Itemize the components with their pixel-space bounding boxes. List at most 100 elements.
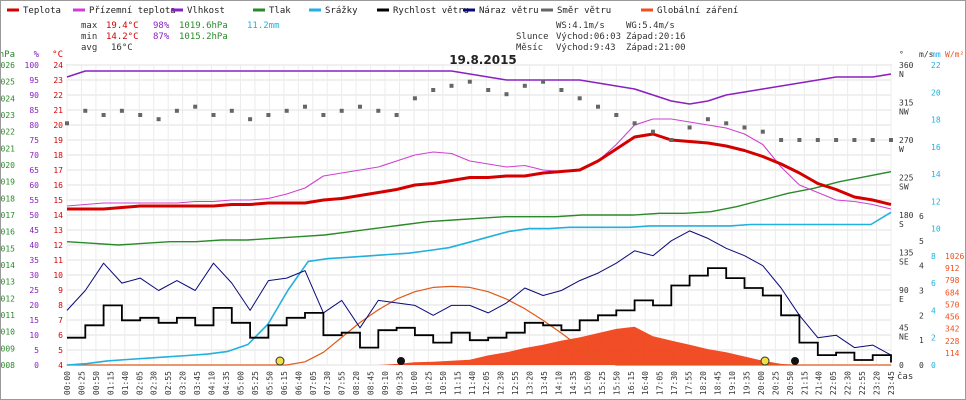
- sunrise-marker: [275, 356, 285, 366]
- x-tick-label: 12:30: [497, 371, 506, 395]
- left-axis-tick: 1013: [1, 278, 15, 287]
- left-axis-tick: 24: [53, 61, 63, 70]
- left-axis-tick: 12: [53, 241, 63, 250]
- x-tick-label: 19:35: [742, 371, 751, 395]
- x-tick-label: 23:45: [887, 371, 896, 395]
- right-axis-tick: 14: [931, 170, 941, 179]
- wind-dir-point: [870, 138, 875, 142]
- stats-max-hum: 98%: [153, 21, 170, 31]
- wind-dir-point: [651, 129, 655, 134]
- left-axis-tick: 1019: [1, 178, 15, 187]
- x-tick-label: 20:00: [757, 371, 766, 395]
- x-tick-label: 16:40: [641, 371, 650, 395]
- left-axis-tick: 20: [53, 121, 63, 130]
- left-axis-tick: 95: [29, 76, 39, 85]
- x-tick-label: 17:30: [670, 371, 679, 395]
- left-axis-tick: 19: [53, 136, 63, 145]
- left-axis-unit: hPa: [1, 50, 15, 60]
- wind-dir-point: [467, 79, 472, 84]
- left-axis-tick: 1026: [1, 61, 15, 70]
- right-axis-tick: 342: [945, 325, 960, 334]
- left-axis-tick: 0: [34, 361, 39, 370]
- left-axis-tick: 30: [29, 271, 39, 280]
- wind-dir-point: [852, 138, 857, 142]
- x-tick-label: 05:25: [251, 371, 260, 395]
- wind-dir-point: [522, 83, 527, 88]
- left-axis-tick: 1025: [1, 78, 15, 87]
- wind-dir-point: [486, 88, 491, 92]
- left-axis-tick: 65: [29, 166, 39, 175]
- wind-dir-point: [284, 108, 289, 113]
- left-axis-tick: 1021: [1, 144, 15, 153]
- x-tick-label: 11:40: [468, 371, 477, 395]
- wind-dir-point: [229, 108, 234, 113]
- x-axis-ticks: 00:00 00:25 00:50 01:15 01:40 02:05 02:30 02:55…: [63, 371, 896, 395]
- left-axis-tick: 35: [29, 256, 39, 265]
- left-axis-tick: 6: [58, 331, 63, 340]
- legend-label: Směr větru: [557, 6, 611, 16]
- right-axis-tick: 8: [931, 252, 936, 261]
- stats-max-rain: 11.2mm: [247, 21, 280, 31]
- info-moon-set: Západ:21:00: [626, 43, 686, 53]
- x-tick-label: 07:55: [338, 371, 347, 395]
- stats-min-label: min: [81, 32, 97, 42]
- wind-dir-point: [358, 104, 362, 109]
- x-tick-label: 04:10: [208, 371, 217, 395]
- wind-gust-line: [66, 230, 892, 356]
- stats-max-press: 1019.6hPa: [179, 21, 228, 31]
- right-axis-tick: 456: [945, 313, 960, 322]
- left-axis-tick: 1011: [1, 311, 15, 320]
- left-axis-tick: 75: [29, 136, 39, 145]
- right-axis-tick: 684: [945, 288, 960, 297]
- wind-dir-point: [577, 96, 582, 101]
- left-axis-tick: 60: [29, 181, 39, 190]
- right-axis-tick: 16: [931, 143, 941, 152]
- x-tick-label: 21:40: [815, 371, 824, 395]
- right-axis-tick: 4: [919, 262, 924, 271]
- sunset-marker: [760, 356, 770, 366]
- wind-dir-point: [504, 92, 509, 97]
- left-axis-tick: 4: [58, 361, 63, 370]
- info-moon-rise: Východ:9:43: [556, 43, 616, 53]
- x-tick-label: 15:50: [612, 371, 621, 395]
- wind-dir-point: [889, 138, 893, 142]
- left-axis-tick: 22: [53, 91, 63, 100]
- left-axis-tick: 13: [53, 226, 63, 235]
- x-tick-label: 17:05: [656, 371, 665, 395]
- left-axis-tick: 70: [29, 151, 39, 160]
- right-axis-unit: mm: [931, 50, 941, 59]
- x-tick-label: 03:20: [179, 371, 188, 395]
- right-axis-tick: 4: [931, 306, 936, 315]
- wind-dir-point: [193, 104, 198, 109]
- stats-min-temp: 14.2°C: [106, 32, 139, 42]
- left-axis-tick: 18: [53, 151, 63, 160]
- left-axis-tick: 1008: [1, 361, 15, 370]
- x-tick-label: 02:05: [135, 371, 144, 395]
- left-axis-tick: 10: [29, 331, 39, 340]
- left-axis-tick: 55: [29, 196, 39, 205]
- wind-dir-point: [83, 108, 88, 113]
- left-axis-tick: 40: [29, 241, 39, 250]
- right-axis-tick: 1026: [945, 252, 964, 261]
- x-tick-label: 14:35: [569, 371, 578, 395]
- wind-dir-point: [65, 121, 69, 126]
- x-tick-label: 21:15: [800, 371, 809, 395]
- right-axis-tick: 20: [931, 88, 941, 97]
- legend: Teplota Přízemní teplota Vlhkost Tlak Srážky…: [7, 6, 738, 16]
- right-axis-tick: 6: [931, 279, 936, 288]
- legend-label: Srážky: [325, 6, 358, 16]
- left-axis-tick: 100: [25, 61, 40, 70]
- left-axis-tick: 25: [29, 286, 39, 295]
- left-axis-unit: %: [34, 50, 40, 60]
- left-axis-tick: 8: [58, 301, 63, 310]
- legend-label: Přízemní teplota: [89, 6, 176, 16]
- right-axis-tick: 912: [945, 264, 960, 273]
- x-tick-label: 11:15: [453, 371, 462, 395]
- info-moon-label: Měsíc: [516, 43, 543, 53]
- right-axis-dir-label: SE: [899, 258, 909, 267]
- right-axis-tick: 2: [919, 311, 924, 320]
- x-tick-label: 13:20: [526, 371, 535, 395]
- wind-dir-point: [559, 88, 564, 92]
